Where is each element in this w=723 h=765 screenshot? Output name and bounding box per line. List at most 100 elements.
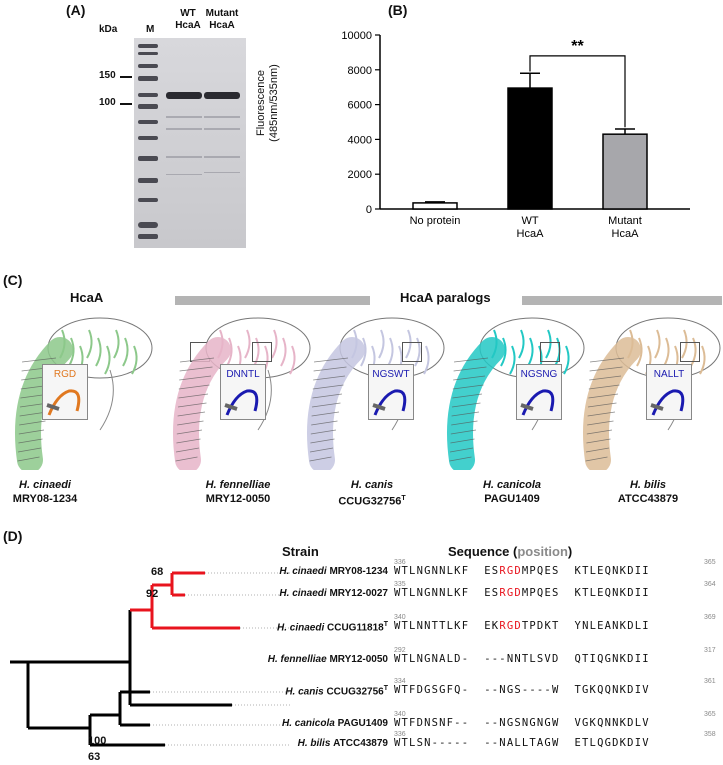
panel-b-label: (B) — [388, 2, 408, 18]
strain-name: H. cinaedi MRY12-0027 — [279, 588, 388, 599]
paralog-bar-left — [175, 296, 370, 305]
significance-bracket — [529, 55, 626, 128]
structure-model-3 — [447, 317, 585, 470]
motif-label: NGSWT — [372, 369, 410, 380]
strain-header: Strain — [282, 544, 319, 559]
motif-inset: NGSNG — [516, 364, 562, 420]
aligned-sequence: WTLNGNNLKF ESRGDMPQES KTLEQNKDII — [394, 565, 650, 577]
motif-label: DNNTL — [226, 369, 260, 380]
aligned-sequence: WTLNGNALD- ---NNTLSVD QTIQGNKDII — [394, 653, 650, 665]
aligned-sequence: WTFDGSGFQ- --NGS----W TGKQQNKDIV — [394, 684, 650, 696]
sequence-end-position: 369 — [704, 614, 716, 621]
aligned-sequence: WTFDNSNF-- --NGSNGNGW VGKQNNKDLV — [394, 717, 650, 729]
strain-name: H. canis CCUG32756T — [285, 685, 388, 698]
sequence-start-position: 292 — [394, 647, 406, 654]
y-axis-label: Fluorescence (485nm/535nm) — [255, 64, 280, 142]
structure-caption: H. canicola PAGU1409 — [482, 479, 542, 505]
structure-caption: H. bilis ATCC43879 — [617, 479, 679, 505]
sequence-start-position: 336 — [394, 731, 406, 738]
gel-bands — [134, 38, 246, 248]
strain-name: H. fennelliae MRY12-0050 — [267, 654, 388, 665]
bootstrap-63: 63 — [88, 751, 101, 763]
zoom-region-box — [252, 342, 272, 362]
marker-150-label: 150 — [99, 70, 116, 81]
sequence-start-position: 336 — [394, 559, 406, 566]
sequence-header: Sequence (position) — [448, 544, 573, 559]
structure-model-0 — [15, 317, 153, 470]
zoom-region-box — [680, 342, 700, 362]
strain-name: H. cinaedi CCUG11818T — [277, 621, 388, 634]
marker-150-tick — [120, 76, 132, 78]
structure-captions: H. cinaedi MRY08-1234 H. fennelliae MRY12-0… — [0, 478, 723, 514]
bar-1 — [507, 87, 553, 210]
y-tick-label: 4000 — [348, 134, 372, 146]
structure-model-2 — [307, 317, 445, 470]
y-tick-label: 2000 — [348, 169, 372, 181]
y-tick-label: 10000 — [341, 30, 372, 42]
sequence-end-position: 365 — [704, 559, 716, 566]
sequence-start-position: 334 — [394, 678, 406, 685]
marker-100-tick — [120, 103, 132, 105]
zoom-region-box — [402, 342, 422, 362]
sds-page-gel — [134, 38, 246, 248]
motif-inset: RGD — [42, 364, 88, 420]
structure-caption: H. fennelliae MRY12-0050 — [205, 479, 271, 505]
strain-name: H. cinaedi MRY08-1234 — [279, 566, 388, 577]
y-tick-label: 8000 — [348, 65, 372, 77]
y-tick-label: 0 — [366, 204, 372, 216]
structure-model-1 — [173, 317, 311, 470]
panel-d-label: (D) — [3, 528, 23, 544]
motif-inset: DNNTL — [220, 364, 266, 420]
zoom-region-box — [540, 342, 560, 362]
motif-label: NALLT — [653, 369, 685, 380]
motif-label: RGD — [53, 369, 77, 380]
sequence-end-position: 364 — [704, 581, 716, 588]
sequence-end-position: 358 — [704, 731, 716, 738]
strain-name: H. bilis ATCC43879 — [297, 738, 388, 749]
significance-label: ** — [571, 38, 584, 55]
x-tick-label: WT — [521, 215, 538, 227]
bar-0 — [412, 202, 458, 210]
sequence-start-position: 340 — [394, 711, 406, 718]
structure-caption: H. canis CCUG32756T — [338, 479, 406, 508]
aligned-sequence: WTLNGNNLKF ESRGDMPQES KTLEQNKDII — [394, 587, 650, 599]
rgd-motif: RGD — [499, 620, 522, 632]
motif-inset: NGSWT — [368, 364, 414, 420]
x-tick-label: HcaA — [612, 228, 640, 240]
aligned-sequence: WTLNNTTLKF EKRGDTPDKT YNLEANKDLI — [394, 620, 650, 632]
bootstrap-92: 92 — [146, 588, 159, 600]
panel-c-label: (C) — [3, 272, 23, 288]
paralog-title: HcaA paralogs — [400, 290, 491, 305]
bootstrap-68: 68 — [151, 566, 164, 578]
x-tick-label: No protein — [410, 215, 461, 227]
paralog-bar-right — [522, 296, 722, 305]
kda-label: kDa — [99, 24, 118, 35]
x-tick-label: Mutant — [608, 215, 642, 227]
structure-caption: H. cinaedi MRY08-1234 — [12, 479, 78, 505]
hcaa-title: HcaA — [70, 290, 104, 305]
strain-name: H. canicola PAGU1409 — [282, 718, 388, 729]
motif-label: NGSNG — [520, 369, 558, 380]
lane-mutant-label: Mutant HcaA — [205, 8, 239, 31]
marker-100-label: 100 — [99, 97, 116, 108]
structure-model-4 — [583, 317, 721, 470]
aligned-sequence: WTLSN----- --NALLTAGW ETLQGDKDIV — [394, 737, 650, 749]
sequence-end-position: 317 — [704, 647, 716, 654]
panel-a-label: (A) — [66, 2, 86, 18]
bar-2 — [602, 133, 648, 210]
bootstrap-100: 100 — [88, 735, 107, 747]
rgd-motif: RGD — [499, 565, 522, 577]
lane-m-label: M — [146, 24, 155, 35]
alignment-rows: H. cinaedi MRY08-1234 336 365 WTLNGNNLKF ES… — [0, 559, 723, 765]
protein-structures: RGD DNNTL NGSWT NGSNG NALLT — [0, 310, 723, 470]
lane-wt-label: WT HcaA — [175, 8, 201, 31]
y-tick-label: 6000 — [348, 100, 372, 112]
sequence-end-position: 365 — [704, 711, 716, 718]
motif-inset: NALLT — [646, 364, 692, 420]
x-tick-label: HcaA — [517, 228, 545, 240]
sequence-start-position: 340 — [394, 614, 406, 621]
sequence-start-position: 335 — [394, 581, 406, 588]
phylogenetic-tree — [10, 571, 290, 747]
rgd-motif: RGD — [499, 587, 522, 599]
